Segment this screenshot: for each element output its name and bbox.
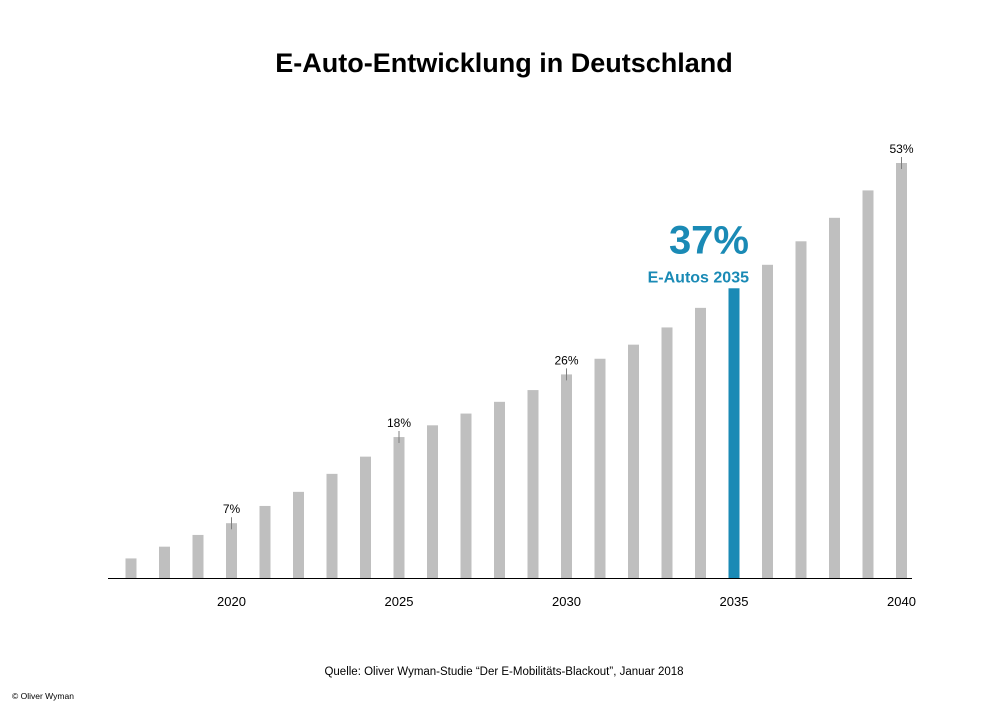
bar-2029 — [527, 390, 539, 578]
bar-2031 — [594, 358, 606, 578]
bar-chart: 2020 2025 2030 2035 2040 7% 18% 26% 53% 37% E-Au… — [108, 142, 916, 609]
data-label-2020: 7% — [223, 502, 241, 516]
bar-2018 — [159, 546, 170, 578]
bar-2021 — [259, 505, 271, 578]
bar-2034 — [695, 307, 706, 578]
bar-2023 — [326, 473, 338, 578]
x-tick-label-2020: 2020 — [217, 594, 246, 609]
highlight-annotation: 37% E-Autos 2035 — [648, 218, 749, 286]
x-tick-label-2040: 2040 — [887, 594, 916, 609]
bar-2025 — [393, 437, 405, 578]
chart-title: E-Auto-Entwicklung in Deutschland — [275, 48, 733, 78]
highlight-caption: E-Autos 2035 — [648, 269, 749, 286]
bar-2030 — [561, 374, 572, 578]
x-tick-label-2030: 2030 — [552, 594, 581, 609]
bar-2026 — [427, 425, 438, 578]
bar-2028 — [494, 401, 505, 578]
bar-2038 — [829, 217, 840, 578]
bar-2037 — [795, 241, 807, 578]
bar-2033 — [661, 327, 673, 578]
data-labels: 7% 18% 26% 53% — [223, 142, 914, 530]
bar-2036 — [762, 264, 773, 578]
bar-2027 — [460, 413, 472, 578]
x-tick-label-2025: 2025 — [385, 594, 414, 609]
bar-2039 — [862, 190, 874, 579]
bar-2032 — [628, 344, 639, 578]
bar-2020 — [226, 523, 237, 578]
copyright-note: © Oliver Wyman — [12, 691, 74, 701]
source-note: Quelle: Oliver Wyman-Studie “Der E-Mobil… — [324, 666, 684, 678]
bars-group — [125, 163, 907, 579]
data-label-2040: 53% — [889, 142, 913, 156]
bar-2019 — [192, 534, 204, 578]
data-label-2025: 18% — [387, 416, 411, 430]
bar-2017 — [125, 558, 137, 578]
x-tick-label-2035: 2035 — [720, 594, 749, 609]
x-tick-labels: 2020 2025 2030 2035 2040 — [217, 594, 916, 609]
bar-2022 — [293, 491, 304, 578]
bar-2040 — [896, 163, 907, 578]
data-label-2030: 26% — [554, 353, 578, 367]
bar-2024 — [360, 456, 371, 578]
bar-2035 — [728, 288, 740, 578]
highlight-value: 37% — [669, 218, 749, 262]
